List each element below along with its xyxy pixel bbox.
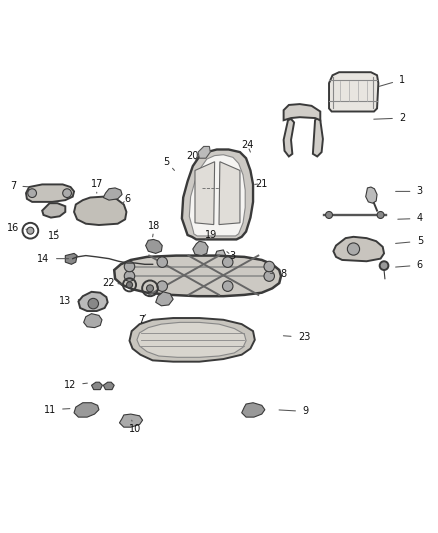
Polygon shape <box>242 403 265 417</box>
Text: 15: 15 <box>48 230 60 241</box>
Polygon shape <box>137 322 246 357</box>
Polygon shape <box>313 118 323 157</box>
Circle shape <box>63 189 71 198</box>
Polygon shape <box>120 414 143 427</box>
Circle shape <box>380 261 389 270</box>
Text: 24: 24 <box>241 140 254 152</box>
Text: 19: 19 <box>205 230 217 240</box>
Polygon shape <box>84 313 102 328</box>
Circle shape <box>347 243 360 255</box>
Text: 8: 8 <box>270 269 287 279</box>
Circle shape <box>264 271 275 281</box>
Text: 16: 16 <box>7 223 28 233</box>
Polygon shape <box>130 318 255 362</box>
Polygon shape <box>215 250 226 261</box>
Text: 22: 22 <box>103 278 122 288</box>
Polygon shape <box>42 203 65 217</box>
Text: 17: 17 <box>91 180 103 193</box>
Text: 6: 6 <box>396 260 423 270</box>
Text: 10: 10 <box>129 420 141 434</box>
Polygon shape <box>284 104 320 120</box>
Text: 11: 11 <box>43 405 70 415</box>
Circle shape <box>223 281 233 292</box>
Polygon shape <box>26 184 74 202</box>
Text: 5: 5 <box>396 236 423 246</box>
Polygon shape <box>219 161 240 224</box>
Circle shape <box>28 189 36 198</box>
Text: 5: 5 <box>163 157 174 171</box>
Polygon shape <box>333 237 384 261</box>
Text: 1: 1 <box>379 75 406 86</box>
Circle shape <box>127 282 133 288</box>
Text: 18: 18 <box>148 221 160 237</box>
Polygon shape <box>182 149 253 239</box>
Circle shape <box>325 212 332 219</box>
Circle shape <box>377 212 384 219</box>
Text: 13: 13 <box>59 296 79 305</box>
Circle shape <box>124 261 135 272</box>
Text: 23: 23 <box>283 332 311 342</box>
Text: 7: 7 <box>138 314 146 325</box>
Text: 3: 3 <box>227 251 235 261</box>
Polygon shape <box>103 188 122 200</box>
Text: 6: 6 <box>122 194 131 204</box>
Circle shape <box>27 227 34 234</box>
Polygon shape <box>78 292 108 311</box>
Text: 21: 21 <box>255 179 268 189</box>
Polygon shape <box>366 187 377 203</box>
Text: 3: 3 <box>396 187 423 196</box>
Polygon shape <box>329 72 378 111</box>
Polygon shape <box>92 382 102 390</box>
Polygon shape <box>155 292 173 306</box>
Polygon shape <box>198 147 210 158</box>
Polygon shape <box>146 239 162 253</box>
Text: 9: 9 <box>279 407 308 416</box>
Circle shape <box>88 298 99 309</box>
Text: 4: 4 <box>398 214 423 223</box>
Circle shape <box>157 281 167 292</box>
Circle shape <box>157 257 167 268</box>
Polygon shape <box>65 253 77 264</box>
Circle shape <box>264 261 275 272</box>
Circle shape <box>147 285 153 292</box>
Polygon shape <box>74 197 127 225</box>
Polygon shape <box>195 161 215 224</box>
Text: 20: 20 <box>187 151 199 161</box>
Polygon shape <box>103 382 114 390</box>
Polygon shape <box>193 241 208 256</box>
Circle shape <box>124 271 135 281</box>
Polygon shape <box>114 256 281 296</box>
Text: 14: 14 <box>37 254 69 264</box>
Text: 7: 7 <box>10 181 28 191</box>
Polygon shape <box>74 403 99 417</box>
Circle shape <box>223 257 233 268</box>
Polygon shape <box>284 119 294 157</box>
Text: 12: 12 <box>64 380 87 390</box>
Polygon shape <box>189 155 245 236</box>
Text: 2: 2 <box>374 113 406 123</box>
